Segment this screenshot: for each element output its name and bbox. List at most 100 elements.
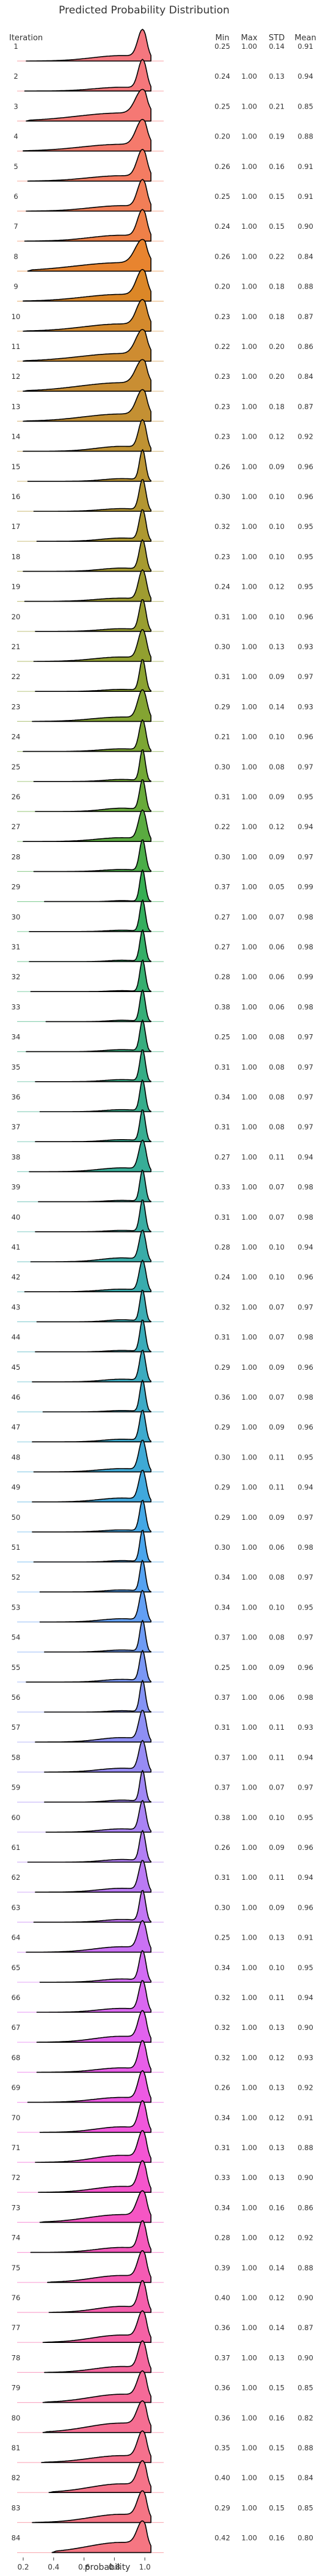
ridge-density xyxy=(35,1109,151,1142)
stat-max: 1.00 xyxy=(241,552,257,561)
iteration-label: 29 xyxy=(12,883,21,891)
stat-max: 1.00 xyxy=(241,1723,257,1732)
stat-min: 0.37 xyxy=(214,1783,230,1792)
iteration-label: 2 xyxy=(13,72,18,81)
stat-mean: 0.94 xyxy=(297,822,313,831)
stat-min: 0.32 xyxy=(214,2023,230,2032)
stat-max: 1.00 xyxy=(241,372,257,381)
ridge-density xyxy=(26,179,151,212)
iteration-label: 65 xyxy=(12,1963,21,1972)
stat-mean: 0.94 xyxy=(297,1873,313,1882)
iteration-label: 48 xyxy=(12,1453,21,1461)
stat-min: 0.37 xyxy=(214,1633,230,1642)
ridge-density xyxy=(51,2520,151,2553)
iteration-label: 12 xyxy=(12,372,21,381)
ridge-density xyxy=(29,1139,151,1173)
stat-min: 0.29 xyxy=(214,1513,230,1522)
stat-max: 1.00 xyxy=(241,943,257,951)
stat-mean: 0.87 xyxy=(297,2323,313,2332)
stat-max: 1.00 xyxy=(241,1543,257,1552)
stat-mean: 0.96 xyxy=(297,1363,313,1372)
stat-min: 0.42 xyxy=(214,2534,230,2542)
stat-std: 0.06 xyxy=(269,943,285,951)
chart-title: Predicted Probability Distribution xyxy=(59,4,230,16)
stat-min: 0.34 xyxy=(214,2114,230,2122)
stat-min: 0.23 xyxy=(214,433,230,441)
ridge-density xyxy=(27,149,151,182)
stat-max: 1.00 xyxy=(241,1002,257,1011)
stat-max: 1.00 xyxy=(241,1573,257,1581)
stat-std: 0.14 xyxy=(269,2264,285,2272)
ridge-density xyxy=(39,2100,151,2133)
stat-min: 0.36 xyxy=(214,1393,230,1401)
stat-mean: 0.84 xyxy=(297,372,313,381)
stat-mean: 0.96 xyxy=(297,1273,313,1281)
stat-min: 0.23 xyxy=(214,312,230,321)
iteration-label: 83 xyxy=(12,2503,21,2512)
ridge-density xyxy=(35,1860,151,1893)
iteration-label: 30 xyxy=(12,913,21,921)
stat-std: 0.11 xyxy=(269,1993,285,2002)
stat-std: 0.20 xyxy=(269,372,285,381)
stat-max: 1.00 xyxy=(241,492,257,501)
ridge-density xyxy=(35,1319,151,1353)
stat-min: 0.24 xyxy=(214,222,230,231)
stat-mean: 0.97 xyxy=(297,672,313,681)
stat-min: 0.32 xyxy=(214,2053,230,2062)
ridge-density xyxy=(44,1680,151,1713)
stat-min: 0.33 xyxy=(214,2173,230,2182)
stat-std: 0.15 xyxy=(269,192,285,201)
stat-max: 1.00 xyxy=(241,2534,257,2542)
stat-std: 0.12 xyxy=(269,583,285,591)
ridge-density xyxy=(38,1169,151,1203)
stat-std: 0.10 xyxy=(269,492,285,501)
iteration-label: 15 xyxy=(12,462,21,471)
stat-std: 0.11 xyxy=(269,1873,285,1882)
stat-max: 1.00 xyxy=(241,1633,257,1642)
stat-std: 0.10 xyxy=(269,613,285,621)
stat-mean: 0.84 xyxy=(297,252,313,261)
stat-std: 0.13 xyxy=(269,72,285,81)
ridge-density xyxy=(26,29,151,62)
stat-mean: 0.97 xyxy=(297,763,313,771)
stat-std: 0.08 xyxy=(269,1063,285,1071)
iteration-label: 40 xyxy=(12,1213,21,1221)
stat-max: 1.00 xyxy=(241,342,257,351)
stat-min: 0.25 xyxy=(214,42,230,51)
stat-mean: 0.96 xyxy=(297,1663,313,1672)
iteration-label: 81 xyxy=(12,2444,21,2452)
iteration-label: 37 xyxy=(12,1123,21,1131)
stat-max: 1.00 xyxy=(241,672,257,681)
ridge-density xyxy=(32,1500,151,1533)
ridge-density xyxy=(27,2070,151,2103)
stat-min: 0.30 xyxy=(214,1903,230,1912)
x-tick-label: 0.2 xyxy=(17,2563,29,2572)
ridge-density xyxy=(32,1350,151,1383)
stat-mean: 0.91 xyxy=(297,162,313,171)
ridge-density xyxy=(27,449,151,482)
stat-min: 0.28 xyxy=(214,1243,230,1251)
stat-std: 0.14 xyxy=(269,2323,285,2332)
stat-min: 0.27 xyxy=(214,913,230,921)
iteration-label: 44 xyxy=(12,1333,21,1342)
stat-min: 0.28 xyxy=(214,2234,230,2242)
stat-min: 0.20 xyxy=(214,132,230,141)
ridge-density xyxy=(23,389,151,422)
stat-max: 1.00 xyxy=(241,2414,257,2422)
row-header: Iteration xyxy=(9,34,43,43)
stat-mean: 0.98 xyxy=(297,1183,313,1192)
ridge-density xyxy=(26,1919,151,1953)
ridge-density xyxy=(33,839,151,872)
ridge-density xyxy=(24,59,151,92)
stat-std: 0.07 xyxy=(269,1183,285,1192)
stat-mean: 0.85 xyxy=(297,2384,313,2392)
ridge-density xyxy=(41,2430,151,2463)
ridge-density xyxy=(36,509,151,542)
iteration-label: 84 xyxy=(12,2534,21,2542)
stat-mean: 0.97 xyxy=(297,1063,313,1071)
stat-min: 0.27 xyxy=(214,1153,230,1161)
stat-std: 0.05 xyxy=(269,883,285,891)
stat-max: 1.00 xyxy=(241,733,257,741)
iteration-label: 34 xyxy=(12,1033,21,1042)
stat-std: 0.11 xyxy=(269,1753,285,1761)
